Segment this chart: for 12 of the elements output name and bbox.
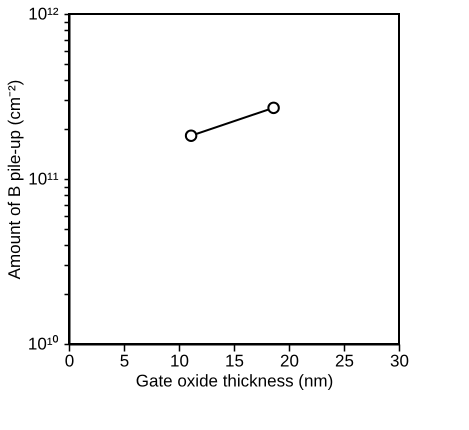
x-tick-label: 15 (225, 352, 244, 370)
y-tick-label: 10¹¹ (28, 170, 59, 188)
x-tick-label: 10 (170, 352, 189, 370)
y-axis-title: Amount of B pile-up (cm⁻²) (4, 80, 24, 280)
x-tick-label: 30 (390, 352, 409, 370)
y-tick-label: 10¹⁰ (28, 334, 58, 354)
x-tick-label: 20 (280, 352, 299, 370)
x-tick-label: 5 (120, 352, 130, 370)
x-tick-label: 0 (64, 352, 74, 370)
x-axis-title: Gate oxide thickness (nm) (136, 372, 334, 390)
x-tick-label: 25 (335, 352, 354, 370)
y-tick-label: 10¹² (28, 4, 59, 24)
